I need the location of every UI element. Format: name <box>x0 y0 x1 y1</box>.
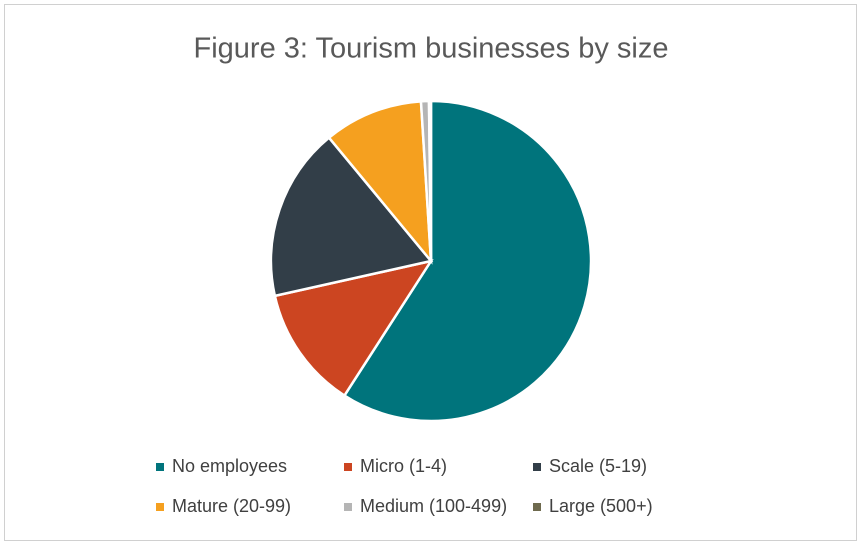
legend-label: Mature (20-99) <box>172 496 291 516</box>
legend-marker <box>156 503 164 511</box>
legend-marker <box>533 503 541 511</box>
legend-marker <box>344 503 352 511</box>
legend-marker <box>156 463 164 471</box>
legend-label: No employees <box>172 456 287 476</box>
legend-label: Scale (5-19) <box>549 456 647 476</box>
pie-slice <box>273 259 434 398</box>
chart-title: Figure 3: Tourism businesses by size <box>194 33 669 65</box>
legend-label: Medium (100-499) <box>360 496 507 516</box>
pie-slice <box>327 99 433 265</box>
legend-label: Large (500+) <box>549 496 653 516</box>
legend-label: Micro (1-4) <box>360 456 447 476</box>
pie-slice <box>269 135 434 298</box>
pie-slice <box>427 99 433 262</box>
pie-slice <box>342 99 593 423</box>
legend-marker <box>344 463 352 471</box>
legend-marker <box>533 463 541 471</box>
